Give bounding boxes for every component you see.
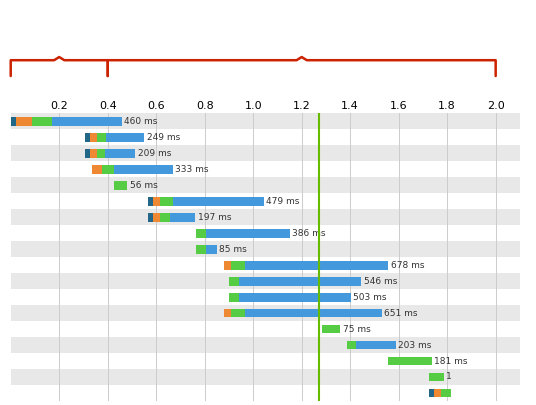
Bar bbox=[11, 145, 520, 161]
Text: 197 ms: 197 ms bbox=[198, 213, 232, 222]
Bar bbox=[356, 341, 396, 350]
Bar bbox=[206, 229, 290, 238]
Bar bbox=[229, 293, 239, 301]
Text: 460 ms: 460 ms bbox=[124, 117, 158, 126]
Bar bbox=[11, 337, 520, 353]
Bar bbox=[239, 293, 351, 301]
Text: 678 ms: 678 ms bbox=[391, 261, 425, 270]
Text: 479 ms: 479 ms bbox=[266, 197, 300, 206]
Bar bbox=[11, 225, 520, 241]
Bar bbox=[11, 321, 520, 337]
Bar bbox=[11, 273, 520, 289]
Bar bbox=[11, 385, 520, 401]
Bar bbox=[232, 261, 245, 270]
Bar bbox=[11, 241, 520, 257]
Bar bbox=[169, 213, 196, 222]
Bar bbox=[11, 353, 520, 369]
Text: 203 ms: 203 ms bbox=[398, 341, 431, 350]
Bar bbox=[11, 161, 520, 177]
Bar bbox=[429, 388, 434, 397]
Text: 503 ms: 503 ms bbox=[353, 292, 387, 302]
Bar bbox=[160, 197, 173, 206]
Bar bbox=[441, 388, 451, 397]
Bar bbox=[196, 229, 206, 238]
Bar bbox=[105, 149, 136, 158]
Text: 209 ms: 209 ms bbox=[138, 149, 171, 158]
Text: 333 ms: 333 ms bbox=[175, 165, 209, 174]
Bar bbox=[388, 357, 431, 365]
Bar bbox=[11, 289, 520, 305]
Bar bbox=[206, 245, 217, 254]
Bar bbox=[32, 117, 53, 126]
Bar bbox=[11, 305, 520, 321]
Text: 651 ms: 651 ms bbox=[384, 309, 418, 318]
Bar bbox=[239, 277, 361, 286]
Bar bbox=[97, 149, 105, 158]
Bar bbox=[85, 133, 90, 142]
Bar bbox=[11, 177, 520, 193]
Bar bbox=[245, 261, 389, 270]
Bar bbox=[11, 117, 16, 126]
Bar bbox=[114, 165, 173, 174]
Bar bbox=[11, 129, 520, 145]
Text: frontend: frontend bbox=[250, 0, 353, 4]
Bar bbox=[11, 113, 520, 129]
Bar bbox=[11, 257, 520, 273]
Bar bbox=[114, 181, 128, 190]
Bar bbox=[107, 133, 144, 142]
Bar bbox=[229, 277, 239, 286]
Bar bbox=[245, 309, 382, 318]
Bar bbox=[85, 149, 90, 158]
Bar bbox=[160, 213, 169, 222]
Text: 56 ms: 56 ms bbox=[130, 181, 158, 190]
Bar bbox=[148, 213, 153, 222]
Bar bbox=[153, 197, 160, 206]
Bar bbox=[16, 117, 32, 126]
Bar bbox=[11, 209, 520, 225]
Bar bbox=[347, 341, 356, 350]
Bar bbox=[92, 165, 102, 174]
Bar bbox=[90, 149, 97, 158]
Bar bbox=[102, 165, 114, 174]
Bar bbox=[153, 213, 160, 222]
Text: 181 ms: 181 ms bbox=[434, 356, 467, 365]
Bar bbox=[434, 388, 441, 397]
Bar bbox=[173, 197, 264, 206]
Text: 249 ms: 249 ms bbox=[146, 133, 180, 142]
Text: backend: backend bbox=[10, 0, 109, 4]
Bar bbox=[232, 309, 245, 318]
Bar bbox=[196, 245, 206, 254]
Text: 1: 1 bbox=[446, 373, 452, 382]
Bar bbox=[53, 117, 122, 126]
Text: 75 ms: 75 ms bbox=[343, 324, 371, 334]
Bar bbox=[322, 325, 340, 333]
Bar bbox=[11, 193, 520, 209]
Text: 85 ms: 85 ms bbox=[219, 245, 247, 254]
Bar bbox=[148, 197, 153, 206]
Text: 386 ms: 386 ms bbox=[292, 229, 326, 238]
Text: 546 ms: 546 ms bbox=[364, 277, 397, 286]
Bar bbox=[429, 373, 443, 382]
Bar bbox=[90, 133, 97, 142]
Bar bbox=[224, 261, 232, 270]
Bar bbox=[11, 369, 520, 385]
Bar bbox=[224, 309, 232, 318]
Bar bbox=[97, 133, 107, 142]
